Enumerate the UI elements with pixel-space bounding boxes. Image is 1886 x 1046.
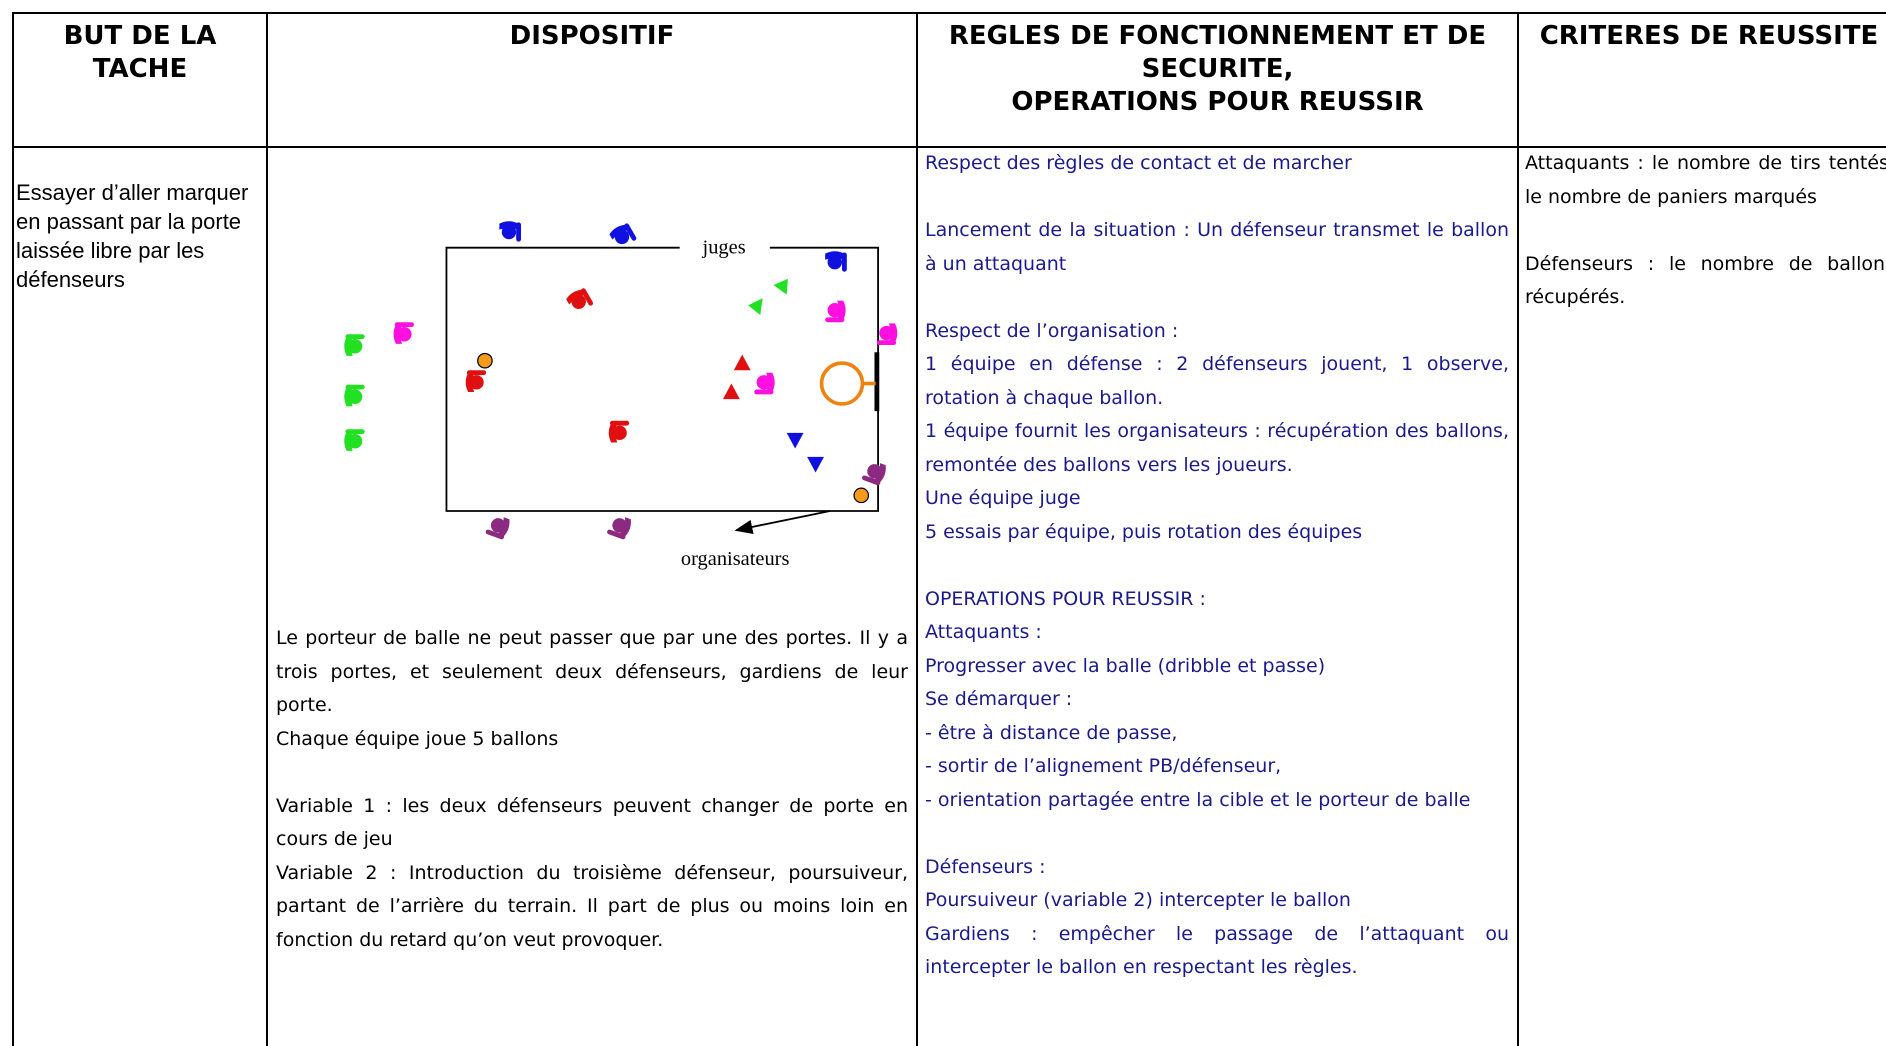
header-line: DISPOSITIF: [509, 21, 675, 51]
goal-text: Essayer d’aller marquer en passant par l…: [16, 180, 249, 292]
section: Respect des règles de contact et de marc…: [925, 147, 1509, 181]
text-line: Poursuiveur (variable 2) intercepter le …: [925, 889, 1351, 911]
text-line: 5 essais par équipe, puis rotation des é…: [925, 520, 1363, 543]
text-line: - être à distance de passe,: [925, 721, 1178, 744]
text-line: Attaquants : le nombre de tirs tentés, l…: [1525, 152, 1886, 208]
section: Attaquants : le nombre de tirs tentés, l…: [1525, 147, 1886, 214]
text-line: Le porteur de balle ne peut passer que p…: [276, 627, 908, 716]
text-line: Variable 1 : les deux défenseurs peuvent…: [276, 794, 908, 851]
table-border: [1517, 12, 1519, 1046]
section: Respect de l’organisation : 1 équipe en d…: [925, 315, 1509, 550]
header-cell: BUT DE LA TACHE: [14, 14, 266, 86]
header-line: OPERATIONS POUR REUSSIR: [1011, 87, 1424, 117]
text-line: Attaquants :: [925, 621, 1042, 643]
text-line: Variable 2 : Introduction du troisième d…: [276, 861, 908, 951]
text-line: OPERATIONS POUR REUSSIR :: [925, 587, 1206, 610]
text-line: 1 équipe fournit les organisateurs : réc…: [925, 420, 1509, 476]
text-line: Respect de l’organisation :: [925, 319, 1179, 342]
section: Défenseurs : Poursuiveur (variable 2) int…: [925, 851, 1509, 985]
section: OPERATIONS POUR REUSSIR : Attaquants : Pro…: [925, 583, 1509, 818]
header-cell: CRITERES DE REUSSITE: [1519, 14, 1886, 53]
header-line: BUT DE LA TACHE: [63, 21, 217, 84]
text-line: Défenseurs :: [925, 855, 1046, 878]
section: Variable 1 : les deux défenseurs peuvent…: [276, 790, 908, 958]
text-line: Une équipe juge: [925, 487, 1081, 509]
text-line: Gardiens : empêcher le passage de l’atta…: [925, 922, 1509, 979]
text-line: - orientation partagée entre la cible et…: [925, 788, 1471, 811]
header-cell: REGLES DE FONCTIONNEMENT ET DE SECURITE,…: [918, 14, 1517, 119]
section: Lancement de la situation : Un défenseur…: [925, 214, 1509, 281]
table-border: [12, 146, 1886, 148]
rules-text: Respect des règles de contact et de marc…: [925, 147, 1509, 985]
header-cell: DISPOSITIF: [268, 14, 916, 53]
criteria-text: Attaquants : le nombre de tirs tentés, l…: [1525, 147, 1886, 315]
diagram-label: juges: [702, 237, 746, 259]
section: Le porteur de balle ne peut passer que p…: [276, 622, 908, 756]
setup-text: Le porteur de balle ne peut passer que p…: [276, 622, 908, 957]
section: Défenseurs : le nombre de ballons récupé…: [1525, 248, 1886, 315]
text-line: Lancement de la situation : Un défenseur…: [925, 219, 1509, 275]
text-line: Respect des règles de contact et de marc…: [925, 152, 1352, 174]
text-line: Progresser avec la balle (dribble et pas…: [925, 654, 1326, 677]
text-line: Se démarquer :: [925, 688, 1073, 710]
table-border: [916, 12, 918, 1046]
table-border: [266, 12, 268, 1046]
diagram-label: organisateurs: [681, 548, 790, 570]
text-line: Défenseurs : le nombre de ballons récupé…: [1525, 252, 1886, 309]
table-border: [12, 12, 1886, 14]
header-line: REGLES DE FONCTIONNEMENT ET DE SECURITE,: [948, 21, 1487, 84]
text-line: - sortir de l’alignement PB/défenseur,: [925, 755, 1282, 777]
text-line: Chaque équipe joue 5 ballons: [276, 727, 559, 750]
table-border: [12, 12, 14, 1046]
text-line: 1 équipe en défense : 2 défenseurs jouen…: [925, 353, 1509, 409]
header-line: CRITERES DE REUSSITE: [1539, 21, 1879, 51]
